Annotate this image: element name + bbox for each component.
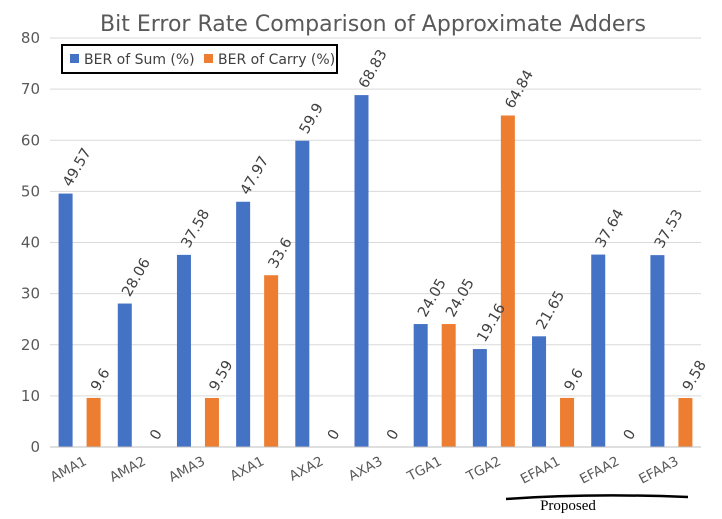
data-label-sum-efaa2: 37.64 <box>593 207 628 251</box>
bars <box>58 95 693 448</box>
chart-title: Bit Error Rate Comparison of Approximate… <box>100 12 646 37</box>
y-tick-label: 60 <box>21 131 40 149</box>
data-label-carry-axa3: 0 <box>384 427 402 443</box>
bar-sum-efaa2 <box>591 254 606 447</box>
x-tick-label-efaa2: EFAA2 <box>577 453 622 487</box>
y-tick-label: 0 <box>30 438 40 456</box>
legend-swatch-carry <box>204 54 213 63</box>
y-tick-label: 70 <box>21 80 40 98</box>
x-tick-label-efaa3: EFAA3 <box>636 453 681 487</box>
data-labels: 49.579.628.06037.589.5947.9733.659.9068.… <box>60 47 710 443</box>
data-label-sum-ama3: 37.58 <box>179 207 214 251</box>
data-label-carry-axa2: 0 <box>325 427 343 443</box>
legend-label-sum: BER of Sum (%) <box>84 52 195 68</box>
y-tick-label: 10 <box>21 387 40 405</box>
data-label-carry-axa1: 33.6 <box>266 235 296 271</box>
bar-carry-efaa1 <box>560 397 575 447</box>
bar-sum-axa2 <box>295 140 310 448</box>
bar-carry-tga2 <box>500 115 515 448</box>
bar-carry-axa1 <box>264 275 279 447</box>
data-label-carry-ama1: 9.6 <box>88 366 113 394</box>
legend-box <box>61 44 338 74</box>
bar-sum-ama3 <box>176 254 191 447</box>
x-tick-label-axa2: AXA2 <box>287 453 327 484</box>
data-label-sum-efaa3: 37.53 <box>652 207 687 251</box>
bar-carry-efaa3 <box>678 398 693 447</box>
y-tick-label: 20 <box>21 336 40 354</box>
data-label-carry-efaa1: 9.6 <box>562 366 587 394</box>
y-tick-label: 80 <box>21 29 40 47</box>
y-tick-label: 40 <box>21 234 40 252</box>
data-label-sum-axa3: 68.83 <box>356 47 391 91</box>
x-tick-label-ama1: AMA1 <box>48 453 90 485</box>
y-tick-label: 30 <box>21 285 40 303</box>
data-label-sum-axa2: 59.9 <box>297 101 327 137</box>
data-label-sum-ama1: 49.57 <box>60 146 95 190</box>
proposed-label: Proposed <box>540 498 596 514</box>
bar-sum-tga1 <box>413 324 428 447</box>
bar-carry-ama1 <box>86 397 101 447</box>
x-tick-label-ama2: AMA2 <box>107 453 149 485</box>
bar-carry-tga1 <box>441 324 456 447</box>
bar-carry-ama3 <box>204 397 219 447</box>
gridlines <box>50 37 701 397</box>
x-tick-label-axa3: AXA3 <box>346 453 386 484</box>
y-tick-label: 50 <box>21 182 40 200</box>
data-label-carry-ama3: 9.59 <box>207 358 237 394</box>
legend-label-carry: BER of Carry (%) <box>218 52 335 68</box>
data-label-carry-ama2: 0 <box>147 427 165 443</box>
bar-sum-ama1 <box>58 193 73 447</box>
proposed-annotation: Proposed <box>505 494 689 514</box>
x-tick-label-tga2: TGA2 <box>463 453 504 485</box>
y-axis-ticks: 0 10 20 30 40 50 60 70 80 <box>21 29 40 456</box>
data-label-sum-efaa1: 21.65 <box>534 288 569 332</box>
legend: BER of Sum (%) BER of Carry (%) <box>61 44 338 74</box>
bar-sum-ama2 <box>117 303 132 447</box>
bar-sum-tga2 <box>472 349 487 447</box>
x-tick-label-efaa1: EFAA1 <box>518 453 563 487</box>
x-tick-label-axa1: AXA1 <box>227 453 267 484</box>
data-label-carry-efaa2: 0 <box>621 427 639 443</box>
bar-sum-efaa1 <box>532 336 547 447</box>
bar-sum-efaa3 <box>650 255 665 447</box>
x-tick-label-tga1: TGA1 <box>404 453 445 485</box>
proposed-underline <box>505 494 689 501</box>
data-label-carry-tga1: 24.05 <box>443 276 478 320</box>
bar-sum-axa3 <box>354 95 369 447</box>
x-tick-label-ama3: AMA3 <box>166 453 208 485</box>
x-axis-ticks: AMA1 AMA2 AMA3 AXA1 AXA2 AXA3 TGA1 TGA2 EFAA1 EFA… <box>48 453 682 487</box>
legend-swatch-sum <box>70 54 79 63</box>
bar-sum-axa1 <box>236 201 251 447</box>
data-label-sum-ama2: 28.06 <box>119 256 154 300</box>
data-label-carry-efaa3: 9.58 <box>680 358 710 394</box>
